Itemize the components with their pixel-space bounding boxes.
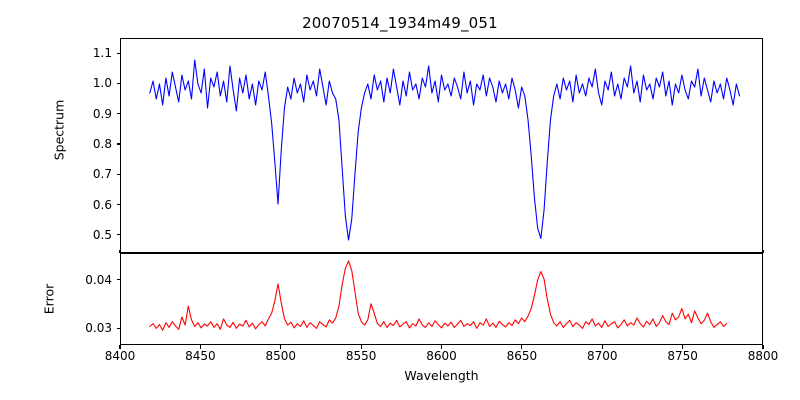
tick-mark bbox=[116, 143, 120, 145]
tick-mark bbox=[440, 345, 443, 349]
y-tick-label: 0.6 bbox=[92, 197, 112, 212]
spectrum-plot-area bbox=[149, 59, 741, 241]
tick-mark bbox=[116, 82, 120, 84]
error-plot-area bbox=[149, 260, 728, 331]
x-tick-label: 8700 bbox=[586, 349, 618, 363]
tick-mark bbox=[116, 173, 120, 175]
y-tick-label: 0.8 bbox=[92, 136, 112, 151]
x-tick-label: 8450 bbox=[185, 349, 216, 363]
tick-mark bbox=[116, 52, 120, 54]
x-tick-label: 8800 bbox=[747, 349, 779, 363]
tick-mark bbox=[762, 345, 764, 349]
tick-mark bbox=[360, 345, 362, 349]
figure-title: 20070514_1934m49_051 bbox=[302, 14, 498, 32]
error-panel bbox=[120, 253, 763, 345]
spectrum-data-line bbox=[149, 59, 741, 241]
x-tick-label: 8550 bbox=[345, 349, 377, 363]
x-tick-label: 8400 bbox=[104, 349, 136, 363]
spectrum-panel bbox=[120, 38, 763, 253]
y-tick-label: 0.9 bbox=[92, 106, 112, 121]
spectrum-y-axis-label: Spectrum bbox=[51, 99, 67, 161]
tick-mark bbox=[601, 345, 603, 349]
x-axis-label: Wavelength bbox=[404, 368, 479, 383]
x-tick-label: 8750 bbox=[667, 349, 698, 363]
tick-mark bbox=[116, 113, 120, 115]
tick-mark bbox=[116, 203, 120, 206]
tick-mark bbox=[116, 234, 120, 236]
tick-mark bbox=[521, 345, 523, 349]
y-tick-label: 1.0 bbox=[92, 76, 112, 91]
tick-mark bbox=[116, 279, 120, 281]
x-tick-label: 8500 bbox=[265, 349, 297, 363]
y-tick-label: 0.03 bbox=[85, 321, 112, 336]
tick-mark bbox=[199, 345, 201, 349]
tick-mark bbox=[119, 345, 121, 349]
x-tick-label: 8600 bbox=[426, 349, 457, 363]
error-data-line bbox=[149, 260, 728, 331]
y-tick-label: 1.1 bbox=[92, 46, 112, 61]
tick-mark bbox=[116, 327, 120, 329]
tick-mark bbox=[682, 345, 684, 349]
y-tick-label: 0.7 bbox=[92, 167, 112, 182]
tick-mark bbox=[119, 249, 121, 253]
x-tick-label: 8650 bbox=[506, 349, 538, 363]
y-tick-label: 0.04 bbox=[85, 272, 112, 287]
error-y-axis-label: Error bbox=[41, 283, 57, 315]
tick-mark bbox=[280, 345, 282, 349]
y-tick-label: 0.5 bbox=[92, 227, 112, 242]
